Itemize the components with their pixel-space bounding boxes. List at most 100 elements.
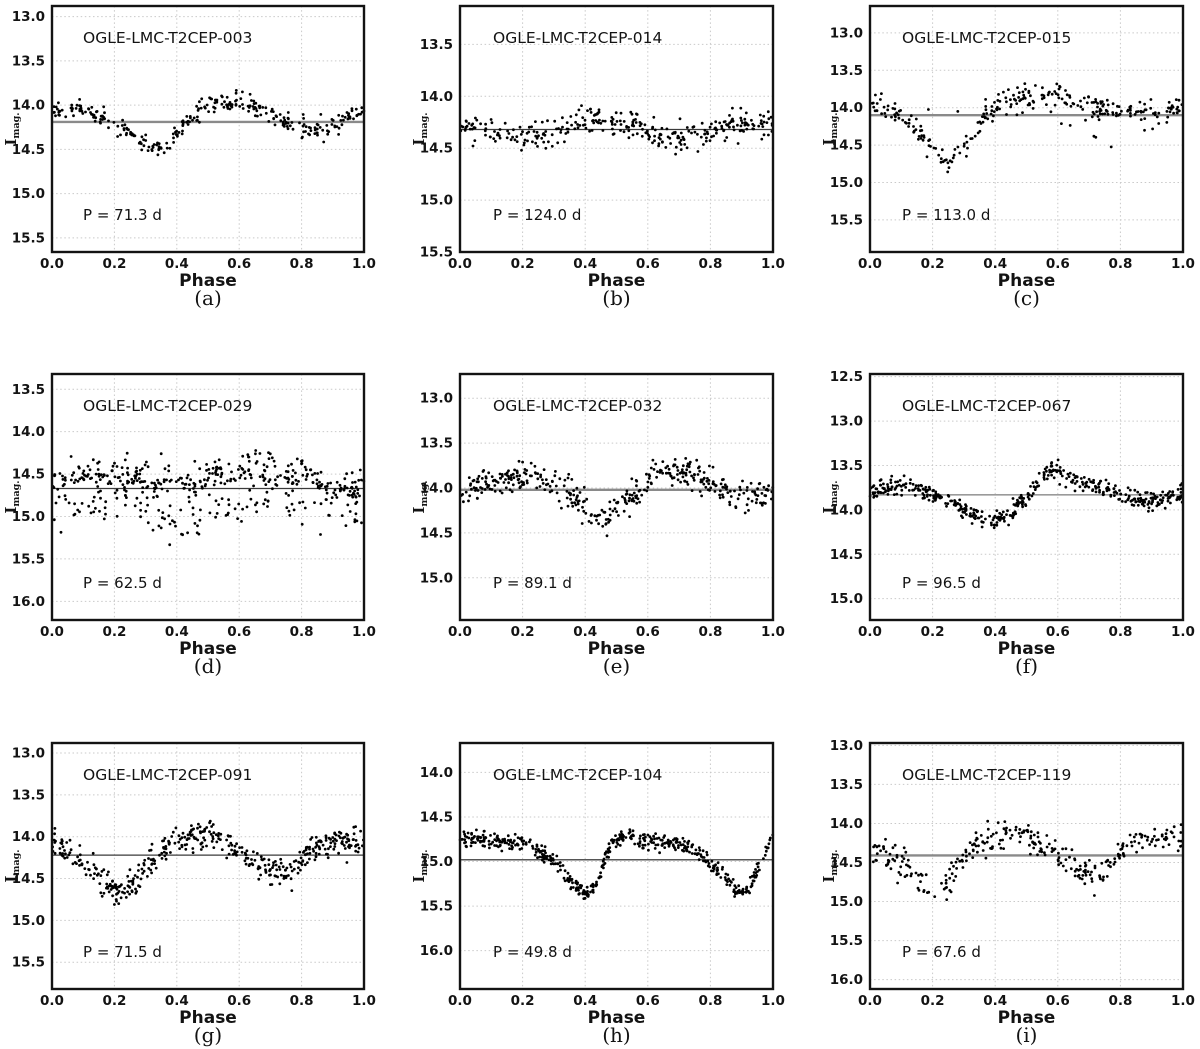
plot-frame	[868, 741, 1185, 991]
x-tick-label: 0.8	[1108, 624, 1132, 640]
y-tick-label: 14.0	[12, 424, 45, 440]
y-tick-label: 15.0	[830, 894, 863, 910]
y-tick-label: 15.5	[420, 245, 453, 261]
light-curve-plot: 13.5 14.0 14.5 15.0 15.50.0 0.2 0.4 0.6 0.8 1.0 Ph…	[410, 4, 785, 291]
y-tick-label: 15.5	[830, 933, 863, 949]
light-curve-plot: 12.5 13.0 13.5 14.0 14.5 15.0 0.0 0.2 0.4 0.6 0.8 1…	[820, 369, 1195, 659]
x-tick-label: 0.0	[40, 993, 64, 1009]
plot-frame	[50, 372, 366, 622]
plot-frame	[50, 4, 366, 254]
x-axis-label: Phase	[179, 639, 237, 659]
y-tick-label: 15.0	[12, 186, 45, 202]
light-curve-plot: 13.0 13.5 14.0 14.5 15.0 15.5 0.0 0.2 0.4 0.6 0.8 1…	[2, 741, 376, 1028]
y-tick-label: 14.0	[12, 829, 45, 845]
period-label: P = 124.0 d	[493, 206, 582, 224]
panel-f: 12.5 13.0 13.5 14.0 14.5 15.0 0.0 0.2 0.4 0.6 0.8 1…	[800, 369, 1200, 685]
y-tick-label: 13.5	[830, 777, 863, 793]
y-axis-label: Imag.	[2, 112, 22, 145]
light-curve-plot: 13.5 14.0 14.5 15.0 15.5 16.0 0.0 0.2 0.4 0.6 0.8 1…	[2, 372, 376, 659]
x-tick-label: 0.8	[698, 993, 722, 1009]
x-axis-label: Phase	[588, 1008, 646, 1028]
y-tick-label: 14.5	[12, 142, 45, 158]
x-tick-label: 0.2	[511, 993, 535, 1009]
scatter-points	[459, 104, 774, 156]
x-axis-label: Phase	[179, 271, 237, 291]
grid-lines	[52, 374, 364, 620]
x-axis-label: Phase	[588, 271, 646, 291]
y-axis-label: Imag.	[2, 480, 22, 513]
x-tick-label: 0.0	[858, 256, 882, 272]
x-tick-label: 0.0	[40, 256, 64, 272]
y-tick-label: 14.0	[830, 816, 863, 832]
x-tick-label: 1.0	[352, 993, 376, 1009]
y-axis-label: Imag.	[410, 849, 430, 882]
panel-a: 13.0 13.5 14.0 14.5 15.0 15.5 0.0 0.2 0.4 0.6 0.8 1…	[0, 4, 400, 317]
period-label: P = 67.6 d	[902, 943, 981, 961]
light-curve-plot: 14.0 14.5 15.0 15.5 16.0 0.0 0.2 0.4 0.6 0.8 1.0 Ph…	[410, 741, 785, 1028]
grid-lines	[870, 6, 1183, 252]
x-axis-label: Phase	[179, 1008, 237, 1028]
scatter-points	[52, 89, 366, 157]
x-axis-label: Phase	[998, 271, 1056, 291]
y-tick-label: 13.0	[12, 746, 45, 762]
panel-title: OGLE-LMC-T2CEP-104	[493, 766, 663, 784]
x-tick-label: 0.2	[511, 624, 535, 640]
y-axis-label: Imag.	[410, 112, 430, 145]
y-tick-label: 13.5	[830, 63, 863, 79]
period-label: P = 71.5 d	[83, 943, 162, 961]
x-tick-label: 0.4	[983, 993, 1007, 1009]
period-label: P = 89.1 d	[493, 574, 572, 592]
y-tick-label: 13.5	[12, 787, 45, 803]
x-axis-label: Phase	[998, 1008, 1056, 1028]
x-tick-label: 0.6	[1046, 624, 1070, 640]
x-tick-label: 1.0	[1171, 624, 1195, 640]
panel-caption: (i)	[1015, 1023, 1038, 1047]
x-tick-label: 1.0	[352, 256, 376, 272]
y-tick-label: 15.0	[12, 509, 45, 525]
panel-caption: (e)	[602, 654, 631, 678]
period-label: P = 49.8 d	[493, 943, 572, 961]
x-tick-label: 0.6	[1046, 256, 1070, 272]
scatter-points	[50, 819, 365, 906]
y-tick-label: 13.5	[12, 53, 45, 69]
light-curve-plot: 13.0 13.5 14.0 14.5 15.0 15.5 0.0 0.2 0.4 0.6 0.8 1…	[2, 4, 376, 291]
x-tick-label: 0.6	[227, 993, 251, 1009]
x-tick-label: 1.0	[1171, 256, 1195, 272]
scatter-points	[458, 828, 775, 900]
y-tick-label: 16.0	[420, 943, 453, 959]
y-tick-label: 16.0	[830, 972, 863, 988]
scatter-points	[868, 458, 1184, 530]
y-tick-label: 13.0	[830, 414, 863, 430]
y-tick-label: 14.0	[420, 89, 453, 105]
period-label: P = 71.3 d	[83, 206, 162, 224]
panel-caption: (d)	[193, 654, 223, 678]
y-tick-label: 15.0	[420, 193, 453, 209]
x-tick-label: 0.0	[858, 993, 882, 1009]
x-tick-label: 0.4	[165, 256, 189, 272]
x-tick-label: 0.2	[511, 256, 535, 272]
x-tick-label: 1.0	[761, 993, 785, 1009]
x-tick-label: 0.2	[102, 993, 126, 1009]
y-axis-label: Imag.	[2, 849, 22, 882]
grid-lines	[460, 374, 773, 620]
x-tick-label: 0.2	[921, 256, 945, 272]
x-tick-label: 0.8	[698, 624, 722, 640]
y-tick-label: 13.5	[420, 37, 453, 53]
y-tick-label: 13.0	[12, 9, 45, 25]
y-tick-label: 14.0	[12, 98, 45, 114]
y-tick-label: 14.5	[12, 467, 45, 483]
y-tick-label: 14.0	[830, 502, 863, 518]
y-axis-label: Imag.	[410, 480, 430, 513]
x-axis-label: Phase	[998, 639, 1056, 659]
y-tick-label: 15.5	[12, 955, 45, 971]
x-tick-label: 0.0	[448, 993, 472, 1009]
panel-c: 13.0 13.5 14.0 14.5 15.0 15.5 0.0 0.2 0.4 0.6 0.8 1…	[800, 4, 1200, 317]
x-tick-label: 0.8	[290, 624, 314, 640]
x-tick-label: 0.0	[858, 624, 882, 640]
scatter-points	[870, 82, 1184, 174]
y-axis-label: Imag.	[820, 849, 840, 882]
x-tick-label: 0.0	[448, 624, 472, 640]
grid-lines	[870, 374, 1183, 620]
x-tick-label: 1.0	[761, 624, 785, 640]
y-tick-label: 13.5	[420, 436, 453, 452]
